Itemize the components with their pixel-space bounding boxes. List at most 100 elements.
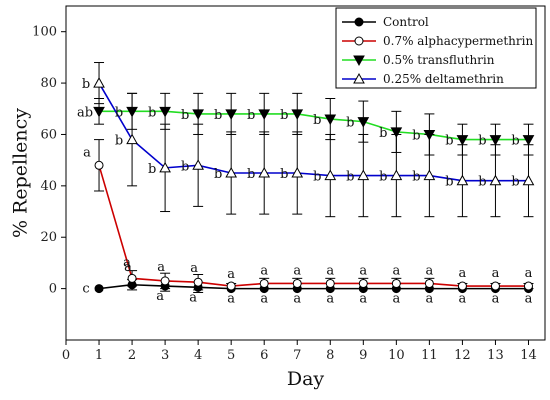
data-point <box>127 273 137 283</box>
legend-label: 0.25% deltamethrin <box>383 72 504 86</box>
significance-letter: a <box>326 263 334 278</box>
significance-letter: a <box>293 263 301 278</box>
significance-letter: a <box>227 292 235 307</box>
data-point <box>353 55 365 67</box>
significance-letter: a <box>492 266 500 281</box>
data-point <box>258 166 271 178</box>
x-tick-label: 11 <box>421 348 438 363</box>
y-tick-label: 40 <box>40 179 57 194</box>
data-point <box>225 166 238 178</box>
significance-letter: a <box>157 260 165 275</box>
significance-letter: a <box>525 292 533 307</box>
significance-letter: b <box>214 108 222 123</box>
data-point <box>126 133 138 145</box>
data-point <box>291 109 304 120</box>
data-point <box>193 277 203 287</box>
x-tick-label: 14 <box>520 348 537 363</box>
significance-letter: b <box>478 175 486 190</box>
x-tick-label: 4 <box>194 348 202 363</box>
significance-letter: ab <box>77 105 93 120</box>
significance-letter: a <box>156 289 164 304</box>
x-tick-label: 7 <box>293 348 301 363</box>
data-point <box>489 174 502 186</box>
legend-label: 0.7% alphacypermethrin <box>383 34 533 48</box>
y-tick-label: 0 <box>49 282 57 297</box>
y-tick-label: 20 <box>40 230 57 245</box>
data-point <box>292 278 302 288</box>
data-point <box>424 278 434 288</box>
significance-letter: b <box>247 167 255 182</box>
significance-letter: a <box>425 263 433 278</box>
significance-letter: b <box>181 159 189 174</box>
y-tick-label: 80 <box>40 76 57 91</box>
significance-letter: b <box>478 134 486 149</box>
data-point <box>192 159 204 170</box>
series-1 <box>94 139 534 291</box>
data-point <box>523 281 533 291</box>
significance-letter: b <box>445 134 453 149</box>
significance-letter: a <box>124 260 132 275</box>
significance-letter: a <box>425 292 433 307</box>
data-point <box>457 281 467 291</box>
significance-letter: b <box>115 134 123 149</box>
data-point <box>226 281 236 291</box>
data-point <box>225 109 238 120</box>
x-tick-label: 8 <box>326 348 334 363</box>
data-point <box>391 278 401 288</box>
significance-letter: b <box>247 108 255 123</box>
data-point <box>94 284 104 294</box>
data-point <box>423 169 436 181</box>
data-point <box>390 169 403 181</box>
x-tick-label: 1 <box>95 348 103 363</box>
data-point <box>93 77 105 88</box>
x-tick-label: 3 <box>161 348 169 363</box>
significance-letter: b <box>313 170 321 185</box>
x-tick-label: 6 <box>260 348 268 363</box>
significance-letter: a <box>123 255 131 270</box>
data-point <box>358 278 368 288</box>
significance-letter: a <box>190 261 198 276</box>
significance-letter: a <box>459 292 467 307</box>
x-tick-label: 2 <box>128 348 136 363</box>
data-point <box>93 106 105 118</box>
data-point <box>159 161 171 173</box>
significance-letter: a <box>227 267 235 282</box>
series-line <box>99 110 529 141</box>
significance-letter: b <box>511 175 519 190</box>
significance-letter: b <box>346 170 354 185</box>
x-axis-title: Day <box>287 368 325 390</box>
significance-letter: a <box>392 292 400 307</box>
data-point <box>192 109 204 120</box>
data-point <box>357 117 370 128</box>
significance-letter: b <box>511 134 519 149</box>
legend-label: Control <box>383 15 429 29</box>
significance-letter: b <box>445 175 453 190</box>
data-point <box>325 278 335 288</box>
data-point <box>390 127 403 138</box>
x-tick-label: 0 <box>62 348 70 363</box>
series-layer <box>93 62 535 294</box>
significance-letter: b <box>412 170 420 185</box>
data-point <box>522 174 535 186</box>
legend: Control 0.7% alphacypermethrin 0.5% transf… <box>335 7 537 89</box>
data-point <box>259 278 269 288</box>
significance-letter: a <box>359 292 367 307</box>
data-point <box>357 169 370 181</box>
significance-letter: b <box>379 126 387 141</box>
legend-label: 0.5% transfluthrin <box>383 53 495 67</box>
y-tick-label: 100 <box>32 25 57 40</box>
data-point <box>324 114 337 126</box>
x-tick-label: 9 <box>359 348 367 363</box>
data-point <box>354 36 364 46</box>
significance-letter: b <box>148 162 156 177</box>
significance-letter: a <box>492 292 500 307</box>
series-line <box>98 283 529 290</box>
data-point <box>291 166 304 178</box>
significance-letter: c <box>82 282 89 297</box>
x-tick-label: 12 <box>454 348 471 363</box>
significance-letter: b <box>280 167 288 182</box>
y-tick-label: 60 <box>40 127 57 142</box>
series-3 <box>93 62 535 218</box>
significance-letter: b <box>280 108 288 123</box>
